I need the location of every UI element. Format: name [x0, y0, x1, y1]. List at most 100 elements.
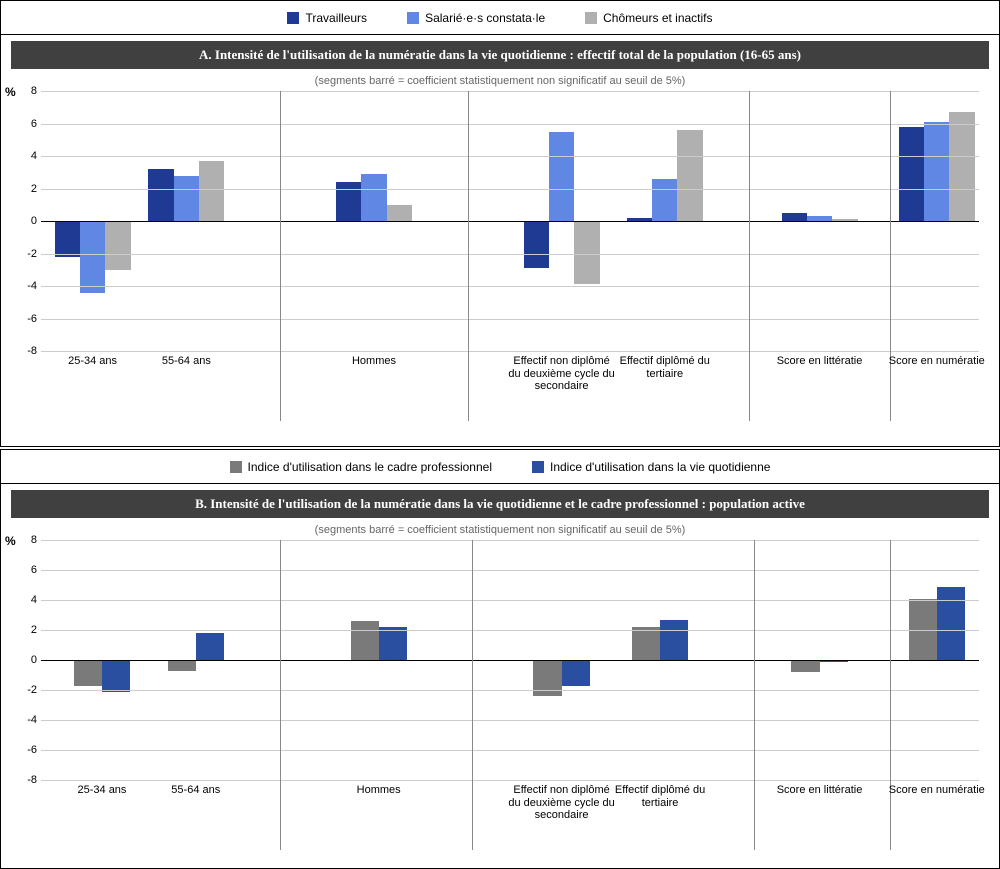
x-axis-label: Effectif diplômé du tertiaire [605, 784, 715, 809]
y-tick-label: -8 [15, 774, 37, 786]
legend-swatch [585, 12, 597, 24]
gridline [41, 540, 979, 541]
x-axis-label: Hommes [324, 784, 434, 797]
y-tick-label: 0 [15, 215, 37, 227]
x-axis-label: Effectif diplômé du tertiaire [610, 355, 720, 380]
bar [74, 660, 102, 686]
bar [949, 112, 974, 221]
gridline [41, 286, 979, 287]
gridline [41, 189, 979, 190]
gridline [41, 221, 979, 222]
y-tick-label: 8 [15, 85, 37, 97]
y-tick-label: -2 [15, 684, 37, 696]
x-axis-label: Score en numératie [882, 784, 992, 797]
legend-label: Indice d'utilisation dans la vie quotidi… [550, 460, 770, 474]
legend-label: Indice d'utilisation dans le cadre profe… [248, 460, 492, 474]
bar [102, 660, 130, 692]
bar [361, 174, 386, 221]
x-axis-label: Hommes [319, 355, 429, 368]
legend-b: Indice d'utilisation dans le cadre profe… [1, 450, 999, 484]
plot-b: % -8-6-4-202468 [41, 540, 979, 780]
x-axis-label: Score en littératie [765, 355, 875, 368]
y-tick-label: -6 [15, 744, 37, 756]
y-tick-label: 2 [15, 183, 37, 195]
gridline [41, 600, 979, 601]
gridline [41, 351, 979, 352]
panel-a-title: A. Intensité de l'utilisation de la numé… [11, 41, 989, 69]
panel-a-subtitle: (segments barré = coefficient statistiqu… [1, 75, 999, 87]
gridline [41, 156, 979, 157]
y-tick-label: -4 [15, 714, 37, 726]
x-labels-b: 25-34 ans55-64 ansHommesEffectif non dip… [41, 784, 979, 864]
bar [199, 161, 224, 221]
bar [196, 633, 224, 660]
bar [899, 127, 924, 221]
gridline [41, 124, 979, 125]
bar [148, 169, 173, 221]
y-tick-label: 6 [15, 564, 37, 576]
plot-a: % -8-6-4-202468 [41, 91, 979, 351]
y-tick-label: -6 [15, 313, 37, 325]
legend-item: Salarié·e·s constata·le [407, 11, 545, 25]
bar [524, 221, 549, 268]
gridline [41, 720, 979, 721]
bar [791, 660, 819, 672]
legend-a: Travailleurs Salarié·e·s constata·le Chôme… [1, 1, 999, 35]
y-tick-label: 4 [15, 594, 37, 606]
y-tick-label: 4 [15, 150, 37, 162]
bar [387, 205, 412, 221]
bar [677, 130, 702, 221]
x-axis-label: Score en littératie [765, 784, 875, 797]
gridline [41, 319, 979, 320]
bar [937, 587, 965, 661]
bar [351, 621, 379, 660]
x-axis-label: Score en numératie [882, 355, 992, 368]
y-tick-label: 0 [15, 654, 37, 666]
y-tick-label: -8 [15, 345, 37, 357]
gridline [41, 780, 979, 781]
bar [652, 179, 677, 221]
gridline [41, 660, 979, 661]
y-tick-label: 8 [15, 534, 37, 546]
gridline [41, 690, 979, 691]
x-axis-label: 55-64 ans [131, 355, 241, 368]
panel-a: Travailleurs Salarié·e·s constata·le Chôme… [0, 0, 1000, 447]
x-axis-label: Effectif non diplômé du deuxième cycle d… [507, 355, 617, 393]
bar [379, 627, 407, 660]
panel-b-title: B. Intensité de l'utilisation de la numé… [11, 490, 989, 518]
legend-item: Indice d'utilisation dans la vie quotidi… [532, 460, 770, 474]
gridline [41, 91, 979, 92]
bar [80, 221, 105, 293]
bar [549, 132, 574, 221]
bar [174, 176, 199, 222]
legend-label: Travailleurs [305, 11, 367, 25]
legend-item: Indice d'utilisation dans le cadre profe… [230, 460, 492, 474]
bar [105, 221, 130, 270]
bar [782, 213, 807, 221]
gridline [41, 254, 979, 255]
legend-label: Chômeurs et inactifs [603, 11, 712, 25]
legend-swatch [287, 12, 299, 24]
x-labels-a: 25-34 ans55-64 ansHommesEffectif non dip… [41, 355, 979, 435]
y-tick-label: 2 [15, 624, 37, 636]
bar [562, 660, 590, 686]
bar [924, 122, 949, 221]
legend-swatch [532, 461, 544, 473]
y-tick-label: 6 [15, 118, 37, 130]
gridline [41, 750, 979, 751]
legend-label: Salarié·e·s constata·le [425, 11, 545, 25]
panel-b-subtitle: (segments barré = coefficient statistiqu… [1, 524, 999, 536]
gridline [41, 570, 979, 571]
y-tick-label: -2 [15, 248, 37, 260]
legend-item: Chômeurs et inactifs [585, 11, 712, 25]
x-axis-label: Effectif non diplômé du deuxième cycle d… [507, 784, 617, 822]
bar [632, 627, 660, 660]
legend-swatch [230, 461, 242, 473]
bar [168, 660, 196, 671]
legend-swatch [407, 12, 419, 24]
bar [660, 620, 688, 661]
legend-item: Travailleurs [287, 11, 367, 25]
gridline [41, 630, 979, 631]
bar [55, 221, 80, 257]
x-axis-label: 55-64 ans [141, 784, 251, 797]
